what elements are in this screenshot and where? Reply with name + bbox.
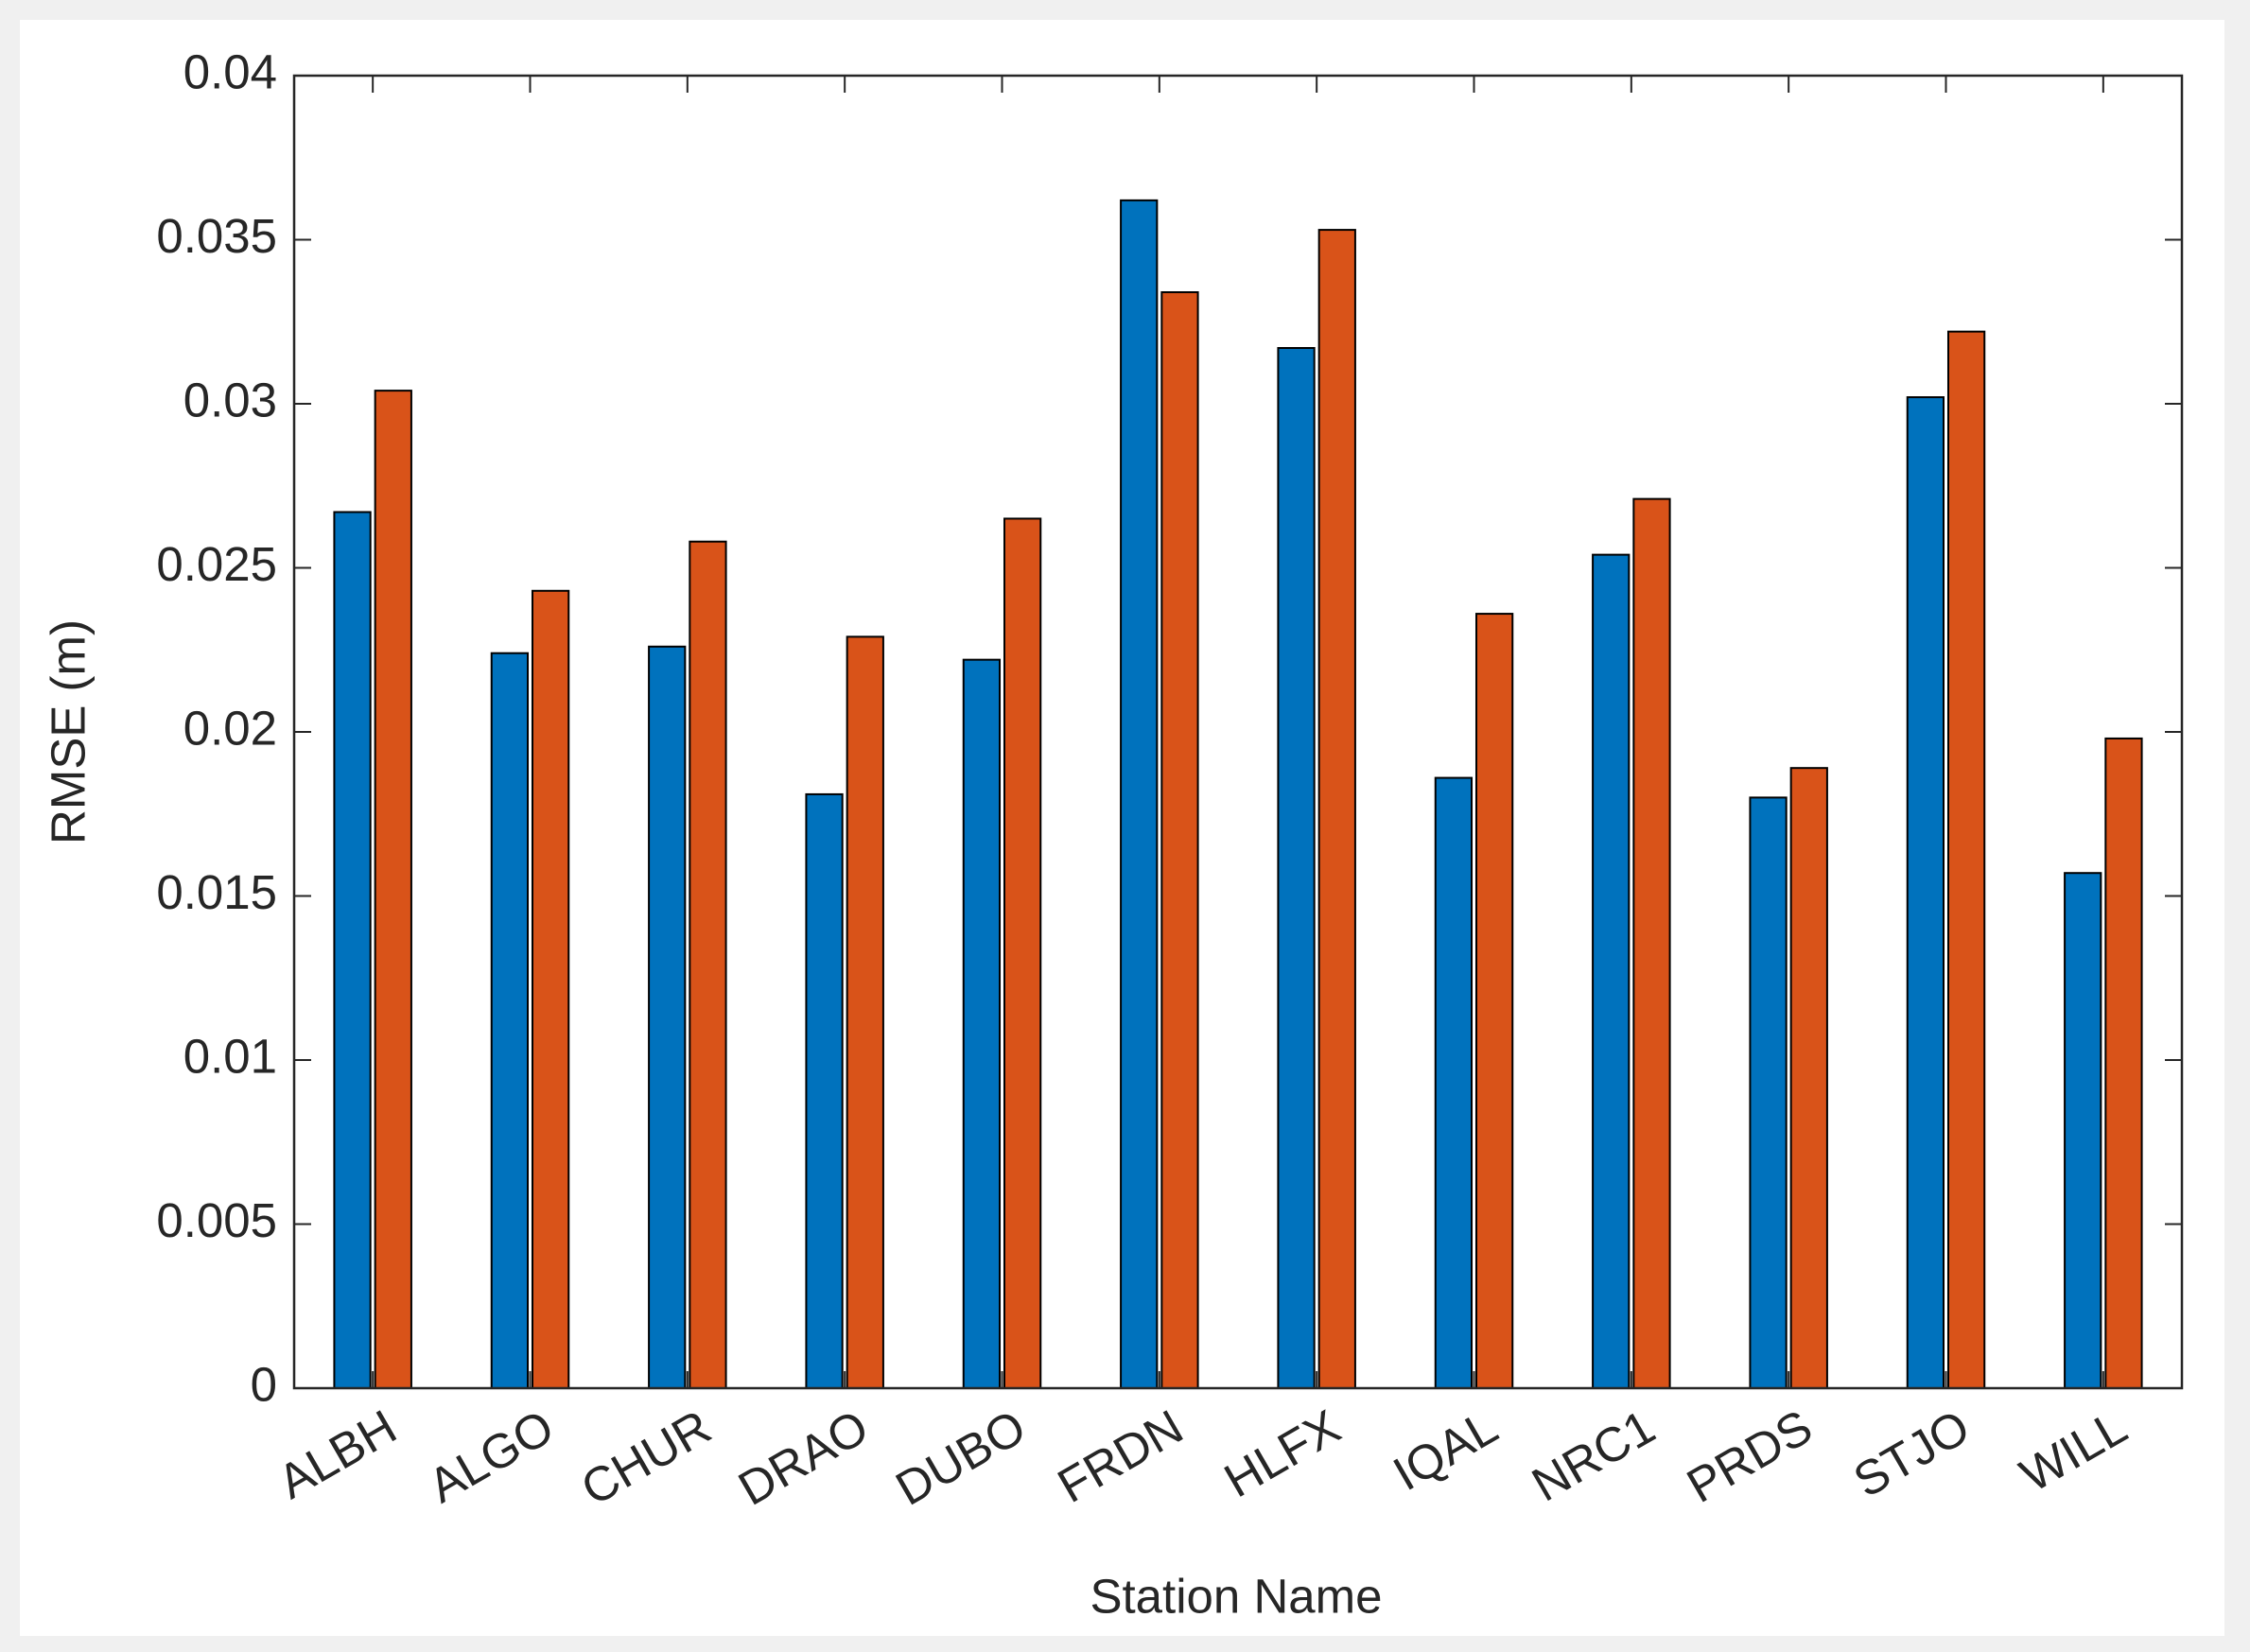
- y-tick-label: 0.04: [183, 44, 277, 98]
- bar: [490, 652, 530, 1389]
- bar: [1592, 553, 1631, 1389]
- bar: [805, 792, 844, 1389]
- plot-area: [294, 76, 2182, 1388]
- bar: [2104, 737, 2143, 1389]
- bar: [1632, 497, 1671, 1389]
- axes-box: [292, 74, 2184, 1390]
- y-tick-label: 0.025: [156, 537, 277, 591]
- bar: [648, 645, 687, 1389]
- bar: [1906, 396, 1945, 1389]
- bar: [1434, 776, 1474, 1389]
- bar: [689, 540, 727, 1389]
- y-tick-label: 0.01: [183, 1029, 277, 1083]
- bar: [1749, 796, 1788, 1389]
- y-tick-label: 0.035: [156, 209, 277, 263]
- y-axis-label: RMSE (m): [41, 619, 95, 844]
- y-tick-label: 0.005: [156, 1193, 277, 1247]
- bar: [1160, 291, 1199, 1389]
- bar: [1120, 199, 1159, 1390]
- x-axis-label: Station Name: [1090, 1569, 1383, 1623]
- bar: [1277, 347, 1316, 1389]
- bar: [962, 658, 1002, 1389]
- bar: [1789, 767, 1828, 1389]
- bar: [846, 635, 884, 1389]
- bar: [2064, 872, 2102, 1389]
- bar: [1474, 613, 1514, 1389]
- bar: [531, 589, 570, 1389]
- bar: [374, 390, 412, 1389]
- bar: [1003, 517, 1042, 1389]
- bar: [1946, 330, 1986, 1389]
- y-tick-label: 0.02: [183, 701, 277, 755]
- y-tick-label: 0.015: [156, 865, 277, 919]
- y-tick-label: 0: [251, 1357, 277, 1411]
- bar: [1317, 229, 1356, 1390]
- bar: [333, 511, 372, 1389]
- y-tick-label: 0.03: [183, 373, 277, 426]
